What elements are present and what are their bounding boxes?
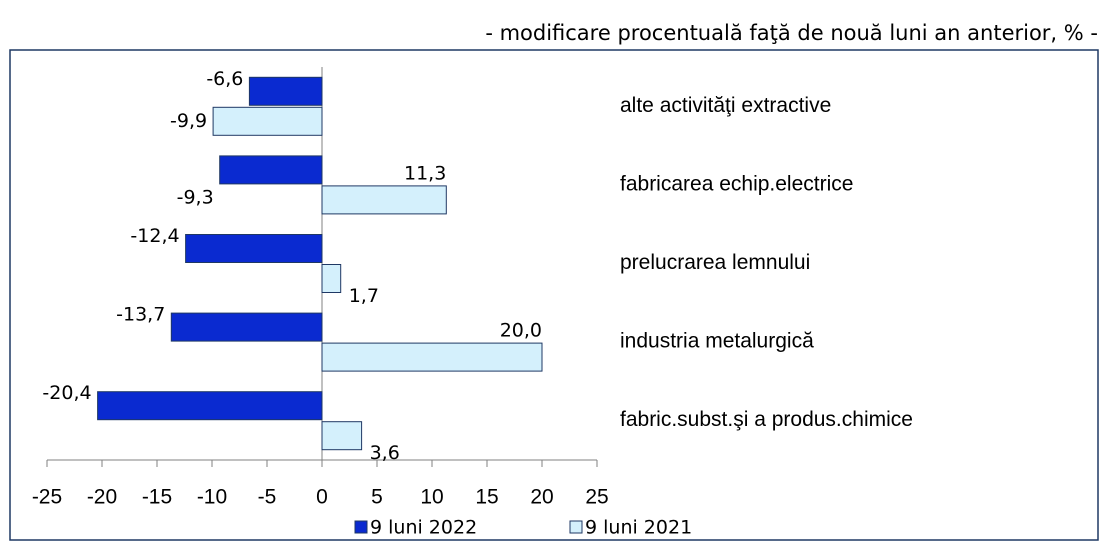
bar: [321, 342, 543, 372]
category-label: prelucrarea lemnului: [620, 251, 810, 274]
category-label: industria metalurgică: [620, 330, 814, 353]
bar: [321, 264, 342, 293]
x-tick-label: -5: [258, 486, 277, 509]
bar: [97, 391, 323, 421]
value-label: -20,4: [42, 382, 91, 404]
value-label: -9,3: [177, 186, 214, 208]
bar: [321, 421, 363, 451]
bar: [219, 155, 323, 185]
bar: [185, 234, 323, 263]
x-tick-label: -15: [142, 486, 172, 509]
x-tick-label: 20: [530, 486, 553, 509]
value-label: 3,6: [370, 442, 400, 464]
x-tick-label: -20: [87, 486, 117, 509]
legend-swatch: [354, 520, 368, 534]
x-tick-label: 15: [475, 486, 498, 509]
bar: [248, 76, 323, 106]
bar: [212, 106, 323, 136]
value-label: -12,4: [130, 225, 179, 247]
bar: [321, 185, 447, 215]
legend-label: 9 luni 2021: [585, 517, 692, 539]
category-label: fabric.subst.şi a produs.chimice: [620, 408, 913, 431]
x-tick-label: 10: [420, 486, 443, 509]
category-label: alte activităţi extractive: [620, 94, 831, 117]
value-label: 1,7: [349, 285, 379, 307]
x-tick-label: 5: [371, 486, 383, 509]
value-label: -13,7: [116, 304, 165, 326]
x-tick-label: 25: [585, 486, 608, 509]
value-label: 20,0: [500, 320, 542, 342]
legend-swatch: [569, 520, 583, 534]
x-tick-label: 0: [316, 486, 328, 509]
bar: [170, 312, 323, 342]
value-label: -9,9: [170, 110, 207, 132]
x-tick-label: -25: [32, 486, 62, 509]
frame: [9, 49, 1099, 541]
value-label: -6,6: [206, 68, 243, 90]
legend-label: 9 luni 2022: [370, 517, 477, 539]
category-label: fabricarea echip.electrice: [620, 172, 853, 195]
x-tick-label: -10: [197, 486, 227, 509]
value-label: 11,3: [404, 162, 446, 184]
chart-subtitle: - modificare procentuală faţă de nouă lu…: [485, 21, 1098, 45]
